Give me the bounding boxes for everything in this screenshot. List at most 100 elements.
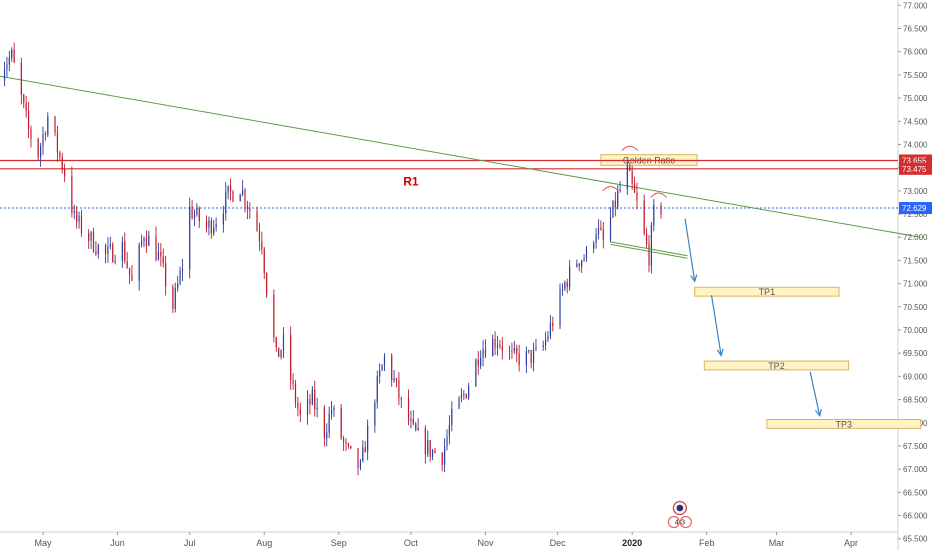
candle-body bbox=[261, 241, 263, 250]
forecast-arrow bbox=[684, 218, 696, 282]
x-tick-label: Nov bbox=[477, 538, 494, 548]
candle-body bbox=[441, 452, 443, 465]
candle-body bbox=[249, 208, 251, 212]
candle-body bbox=[143, 238, 145, 242]
candle-body bbox=[578, 263, 580, 267]
candle-body bbox=[8, 57, 10, 65]
x-tick-label: Jun bbox=[110, 538, 125, 548]
candle-body bbox=[458, 397, 460, 409]
candle-body bbox=[648, 243, 650, 266]
candle-body bbox=[76, 211, 78, 222]
candle-body bbox=[602, 229, 604, 240]
forecast-arrow-head bbox=[716, 348, 724, 357]
candle-body bbox=[191, 206, 193, 219]
candle-body bbox=[109, 244, 111, 247]
y-tick-label: 68.500 bbox=[903, 396, 928, 405]
candle-body bbox=[328, 413, 330, 433]
candle-body bbox=[660, 204, 662, 215]
candle-body bbox=[359, 460, 362, 469]
y-tick-label: 71.000 bbox=[903, 280, 928, 289]
candle-body bbox=[395, 378, 398, 381]
y-tick-label: 76.500 bbox=[903, 25, 928, 34]
candle-body bbox=[347, 443, 350, 446]
event-badge-ring bbox=[679, 515, 692, 529]
candle-body bbox=[292, 380, 294, 385]
candle-body bbox=[424, 427, 426, 455]
target-zone-label: TP3 bbox=[836, 419, 853, 429]
candle-body bbox=[47, 116, 49, 136]
candle-body bbox=[492, 338, 494, 357]
candle-body bbox=[273, 295, 275, 338]
candle-body bbox=[508, 350, 511, 352]
candle-body bbox=[309, 398, 311, 405]
candle-body bbox=[263, 249, 265, 273]
candle-body bbox=[345, 441, 347, 444]
candle-body bbox=[391, 355, 393, 381]
candle-body bbox=[494, 338, 496, 348]
candle-body bbox=[275, 337, 277, 348]
candle-body bbox=[71, 175, 73, 213]
candle-body bbox=[13, 49, 15, 63]
candle-body bbox=[162, 256, 164, 264]
candle-body bbox=[544, 339, 547, 346]
candle-body bbox=[530, 350, 532, 363]
price-level-badge-label: 73.475 bbox=[902, 165, 927, 174]
candle-body bbox=[193, 214, 196, 219]
candle-body bbox=[340, 408, 342, 439]
candle-body bbox=[282, 335, 285, 351]
x-tick-label: Jul bbox=[184, 538, 196, 548]
candle-body bbox=[61, 156, 63, 170]
candle-body bbox=[576, 263, 578, 267]
candle-body bbox=[3, 69, 6, 81]
candle-body bbox=[412, 418, 414, 424]
candle-body bbox=[112, 244, 114, 263]
candle-body bbox=[294, 384, 297, 403]
candle-body bbox=[104, 245, 107, 254]
candle-body bbox=[374, 402, 376, 426]
y-tick-label: 75.500 bbox=[903, 71, 928, 80]
target-zone-label: TP1 bbox=[759, 287, 776, 297]
candle-body bbox=[383, 355, 386, 366]
y-tick-label: 65.500 bbox=[903, 535, 928, 544]
y-tick-label: 70.000 bbox=[903, 326, 928, 335]
price-level-badge-label: 73.655 bbox=[902, 156, 927, 165]
candle-body bbox=[172, 286, 174, 309]
x-tick-label: Sep bbox=[331, 538, 347, 548]
candle-body bbox=[482, 349, 484, 359]
candle-body bbox=[189, 206, 191, 269]
y-tick-label: 75.000 bbox=[903, 94, 928, 103]
x-tick-label: Dec bbox=[550, 538, 567, 548]
candle-body bbox=[138, 244, 140, 281]
support-line bbox=[610, 241, 688, 257]
target-zone bbox=[703, 360, 850, 371]
candle-body bbox=[290, 335, 292, 381]
y-tick-label: 69.500 bbox=[903, 349, 928, 358]
candle-body bbox=[326, 432, 328, 439]
candle-body bbox=[516, 348, 518, 354]
candle-body bbox=[549, 322, 552, 337]
candle-body bbox=[208, 220, 210, 228]
candle-body bbox=[44, 133, 47, 136]
candle-body bbox=[535, 347, 537, 350]
candle-body bbox=[600, 227, 602, 230]
candle-body bbox=[78, 215, 80, 222]
candle-body bbox=[107, 246, 109, 254]
candle-body bbox=[362, 447, 364, 461]
candle-body bbox=[266, 272, 268, 296]
pattern-arc bbox=[602, 186, 619, 192]
target-zone bbox=[766, 419, 922, 429]
candle-body bbox=[593, 242, 595, 249]
candle-body bbox=[415, 423, 417, 431]
candle-body bbox=[357, 447, 359, 469]
candle-body bbox=[376, 376, 378, 403]
candle-body bbox=[205, 221, 208, 228]
candle-body bbox=[393, 378, 395, 381]
candle-body bbox=[114, 260, 116, 263]
candle-body bbox=[434, 450, 436, 453]
candle-body bbox=[210, 220, 212, 234]
candle-body bbox=[609, 217, 612, 240]
candle-body bbox=[27, 111, 30, 129]
candle-body bbox=[54, 116, 56, 133]
candle-body bbox=[59, 152, 61, 157]
candle-body bbox=[417, 427, 419, 431]
